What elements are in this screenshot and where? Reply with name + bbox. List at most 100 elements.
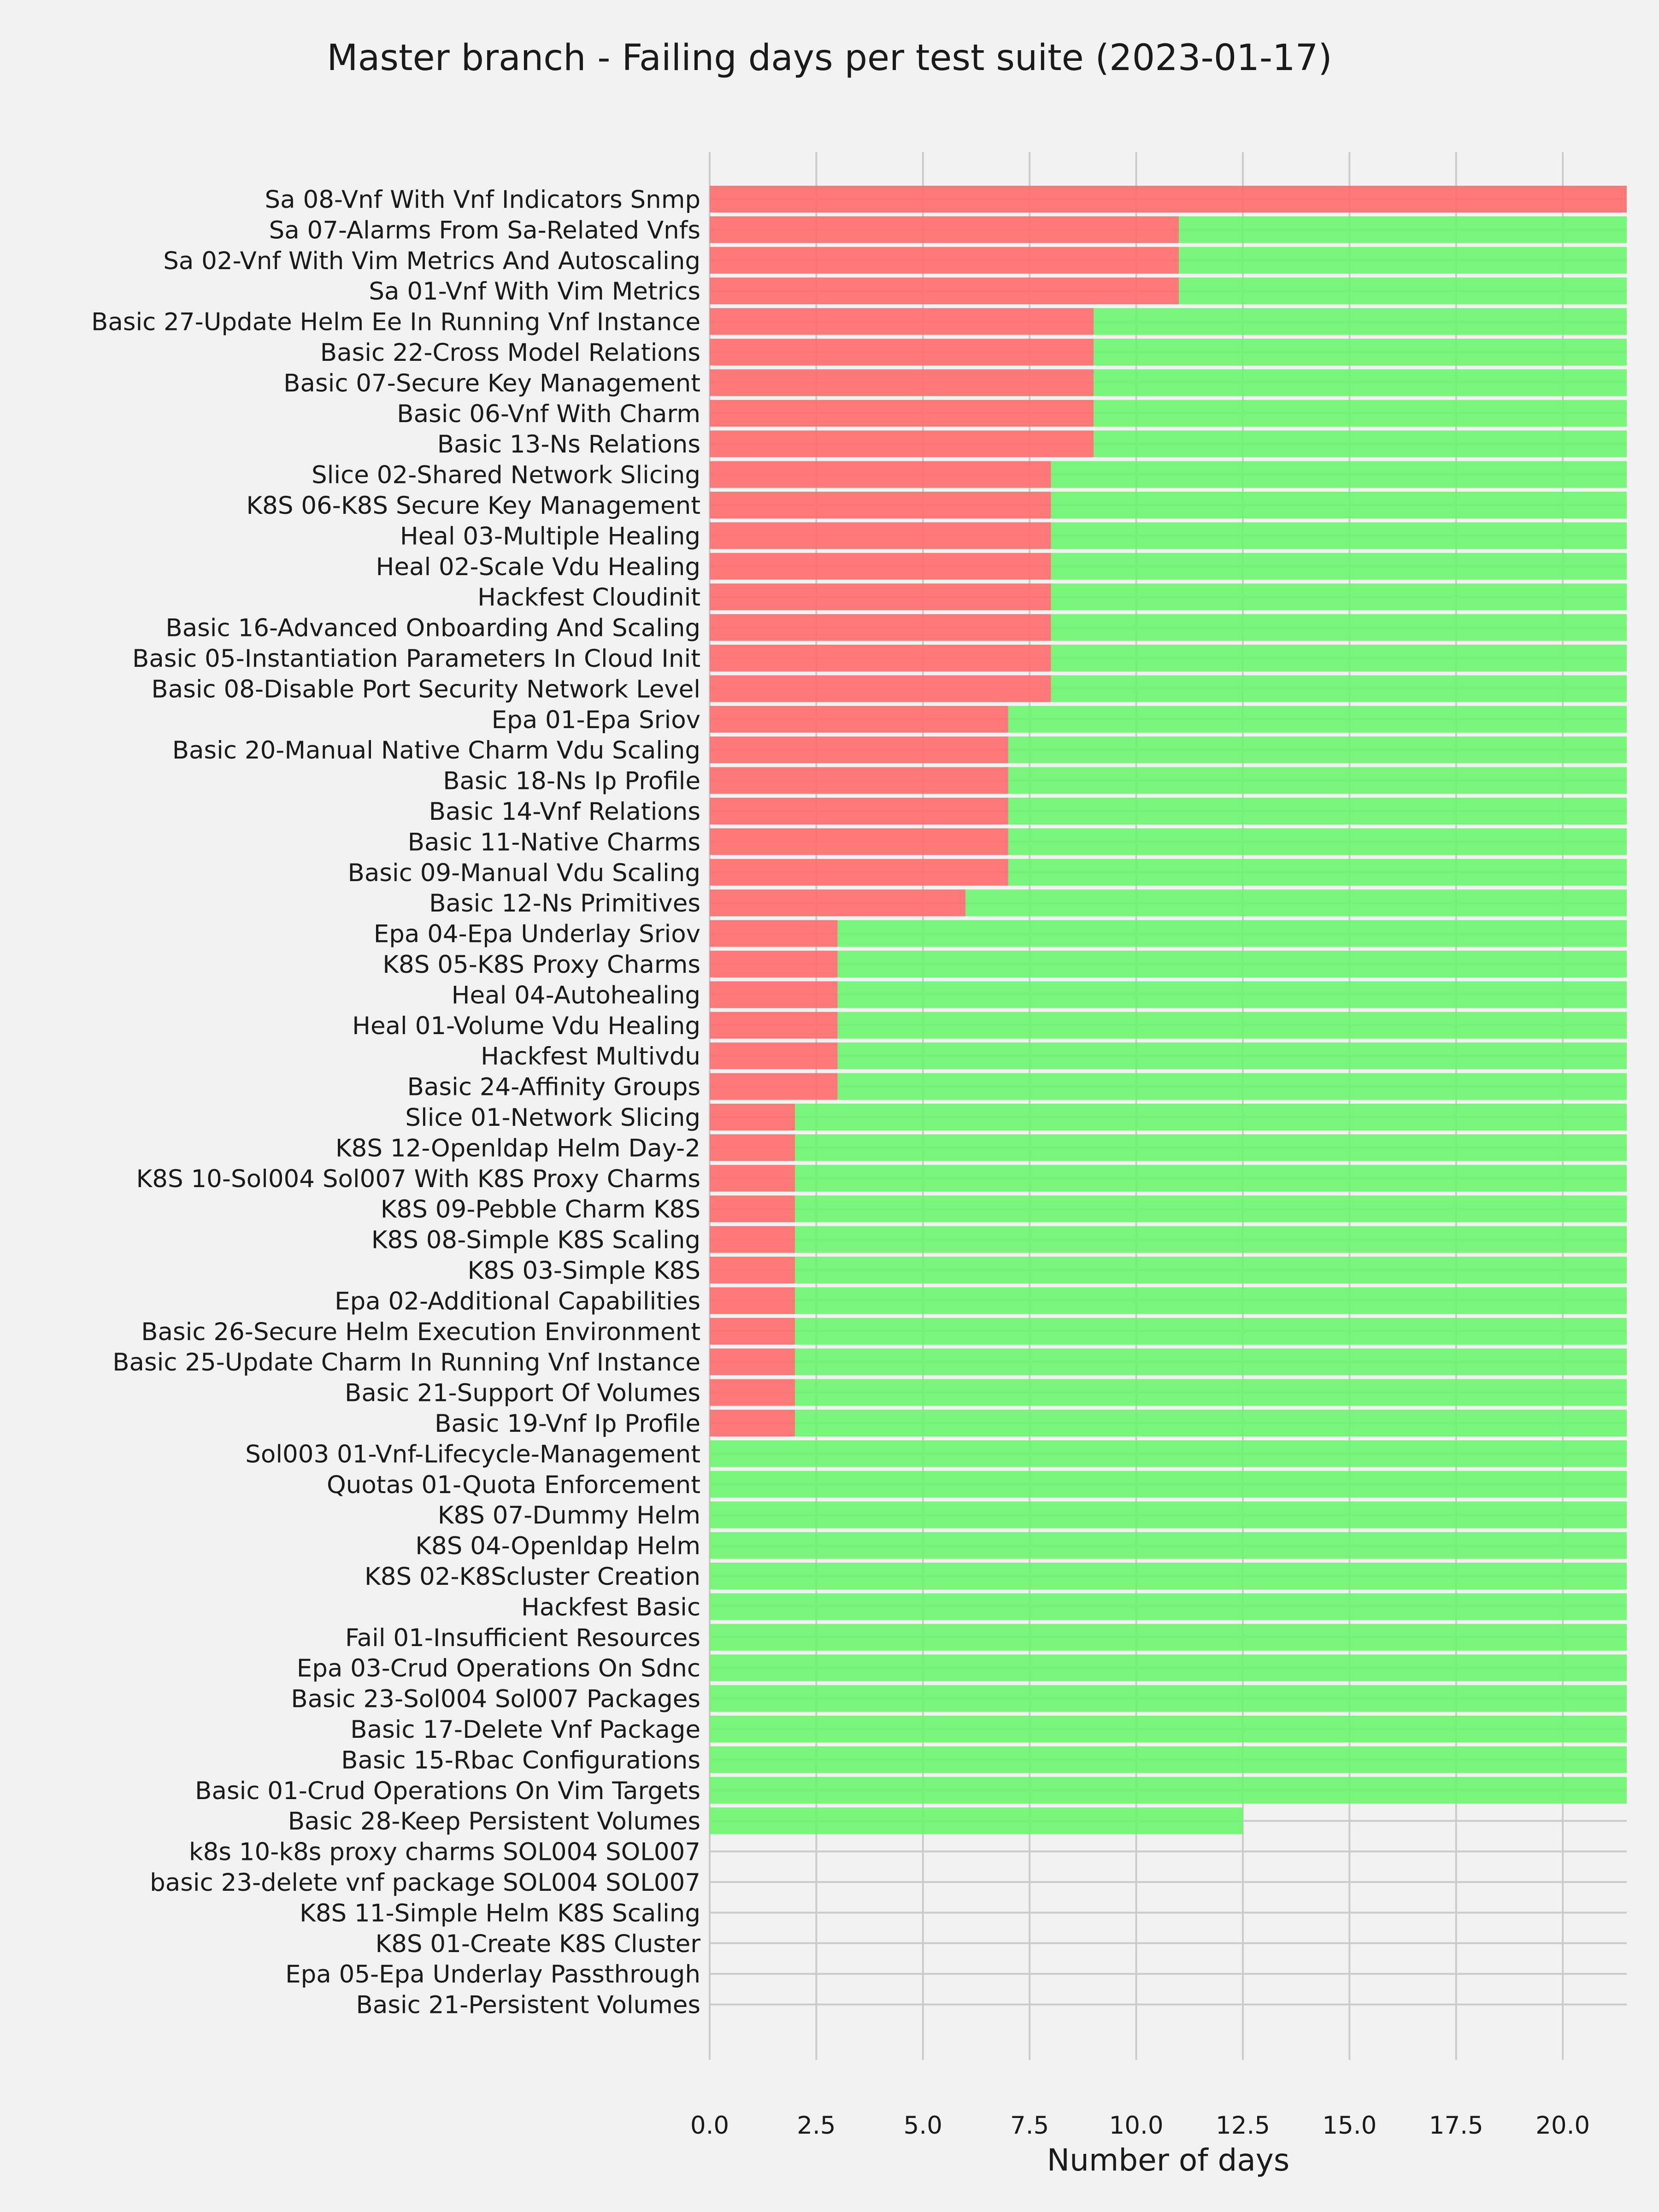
category-label: K8S 06-K8S Secure Key Management: [246, 492, 700, 520]
bar-passing: [837, 920, 1627, 947]
category-label: k8s 10-k8s proxy charms SOL004 SOL007: [189, 1838, 700, 1866]
bar-failing: [710, 400, 1094, 427]
bar-failing: [710, 645, 1051, 671]
bar-failing: [710, 1073, 838, 1100]
bar-failing: [710, 1012, 838, 1039]
bar-passing: [795, 1287, 1627, 1314]
bar-passing: [795, 1257, 1627, 1283]
bar-failing: [710, 430, 1094, 458]
bar-failing: [710, 216, 1179, 243]
bar-failing: [710, 1348, 795, 1376]
bar-failing: [710, 1318, 795, 1345]
bar-failing: [710, 1379, 795, 1406]
bar-passing: [1094, 369, 1627, 396]
bar-passing: [1008, 767, 1627, 794]
category-label: Hackfest Multivdu: [481, 1042, 700, 1071]
category-label: Basic 11-Native Charms: [408, 828, 700, 856]
bar-failing: [710, 614, 1051, 641]
x-tick-labels: 0.0 2.5 5.0 7.5 10.0 12.5 15.0 17.5 20.0: [690, 2112, 1590, 2140]
bar-passing: [710, 1501, 1627, 1529]
bar-passing: [795, 1165, 1627, 1192]
bar-passing: [1008, 706, 1627, 733]
bar-failing: [710, 186, 1627, 212]
bar-passing: [1094, 308, 1627, 335]
bar-failing: [710, 981, 838, 1008]
category-label: Basic 21-Persistent Volumes: [356, 1991, 701, 2019]
category-label: Slice 02-Shared Network Slicing: [312, 461, 700, 489]
bar-passing: [1179, 277, 1627, 305]
category-label: Sa 07-Alarms From Sa-Related Vnfs: [269, 216, 700, 244]
bar-failing: [710, 675, 1051, 702]
x-axis-label: Number of days: [1047, 2142, 1290, 2178]
category-label: K8S 04-Openldap Helm: [415, 1532, 700, 1560]
bar-passing: [710, 1654, 1627, 1682]
bar-passing: [965, 889, 1627, 917]
category-label: Sa 02-Vnf With Vim Metrics And Autoscali…: [163, 247, 700, 275]
chart-title: Master branch - Failing days per test su…: [327, 37, 1332, 79]
bar-failing: [710, 828, 1008, 855]
bar-passing: [710, 1624, 1627, 1651]
bar-passing: [795, 1379, 1627, 1406]
category-label: Quotas 01-Quota Enforcement: [327, 1471, 700, 1499]
bar-failing: [710, 767, 1008, 794]
bar-failing: [710, 369, 1094, 396]
x-tick-label: 12.5: [1216, 2112, 1270, 2140]
category-label: Fail 01-Insufficient Resources: [345, 1624, 700, 1652]
bar-passing: [795, 1226, 1627, 1253]
bar-passing: [795, 1195, 1627, 1223]
x-tick-label: 10.0: [1109, 2112, 1164, 2140]
category-label: Sa 08-Vnf With Vnf Indicators Snmp: [265, 186, 701, 214]
bar-failing: [710, 736, 1008, 764]
category-label: Basic 28-Keep Persistent Volumes: [288, 1807, 700, 1835]
category-label: Basic 09-Manual Vdu Scaling: [348, 859, 700, 887]
bar-passing: [1008, 736, 1627, 764]
bar-failing: [710, 1134, 795, 1161]
category-label: Heal 04-Autohealing: [452, 981, 700, 1009]
category-label: K8S 02-K8Scluster Creation: [365, 1563, 700, 1591]
category-label: Basic 01-Crud Operations On Vim Targets: [195, 1777, 700, 1805]
bar-passing: [795, 1104, 1627, 1130]
bar-passing: [710, 1440, 1627, 1467]
bar-failing: [710, 951, 838, 977]
category-label: Hackfest Basic: [521, 1593, 700, 1621]
bar-failing: [710, 1287, 795, 1314]
category-label: Basic 20-Manual Native Charm Vdu Scaling: [172, 736, 700, 765]
bar-passing: [837, 1042, 1627, 1070]
category-label: Basic 19-Vnf Ip Profile: [435, 1410, 700, 1438]
bar-failing: [710, 1257, 795, 1283]
bar-passing: [1051, 614, 1627, 641]
bar-failing: [710, 706, 1008, 733]
bar-failing: [710, 1410, 795, 1436]
bar-passing: [1008, 828, 1627, 855]
category-label: Basic 07-Secure Key Management: [283, 369, 700, 397]
bar-passing: [795, 1348, 1627, 1376]
bar-passing: [710, 1563, 1627, 1589]
category-label: Basic 27-Update Helm Ee In Running Vnf I…: [91, 308, 700, 336]
x-tick-label: 15.0: [1322, 2112, 1377, 2140]
bar-failing: [710, 492, 1051, 518]
bar-failing: [710, 461, 1051, 488]
category-label: K8S 09-Pebble Charm K8S: [381, 1195, 700, 1224]
bar-failing: [710, 1226, 795, 1253]
bar-passing: [710, 1746, 1627, 1773]
x-tick-label: 0.0: [690, 2112, 729, 2140]
bar-passing: [710, 1807, 1243, 1835]
bar-passing: [710, 1532, 1627, 1559]
bar-passing: [1051, 522, 1627, 549]
category-label: Heal 01-Volume Vdu Healing: [352, 1012, 700, 1040]
bar-failing: [710, 277, 1179, 305]
category-label: Basic 23-Sol004 Sol007 Packages: [291, 1685, 700, 1713]
category-label: K8S 12-Openldap Helm Day-2: [335, 1134, 700, 1162]
bar-passing: [1094, 400, 1627, 427]
bar-passing: [710, 1685, 1627, 1712]
bar-passing: [710, 1593, 1627, 1620]
category-label: Basic 06-Vnf With Charm: [397, 400, 700, 428]
bar-passing: [1008, 859, 1627, 886]
bar-passing: [837, 1012, 1627, 1039]
bar-passing: [1051, 645, 1627, 671]
bar-passing: [837, 1073, 1627, 1100]
category-label: Basic 21-Support Of Volumes: [345, 1379, 700, 1407]
bar-passing: [1179, 216, 1627, 243]
category-label: K8S 01-Create K8S Cluster: [375, 1930, 700, 1958]
